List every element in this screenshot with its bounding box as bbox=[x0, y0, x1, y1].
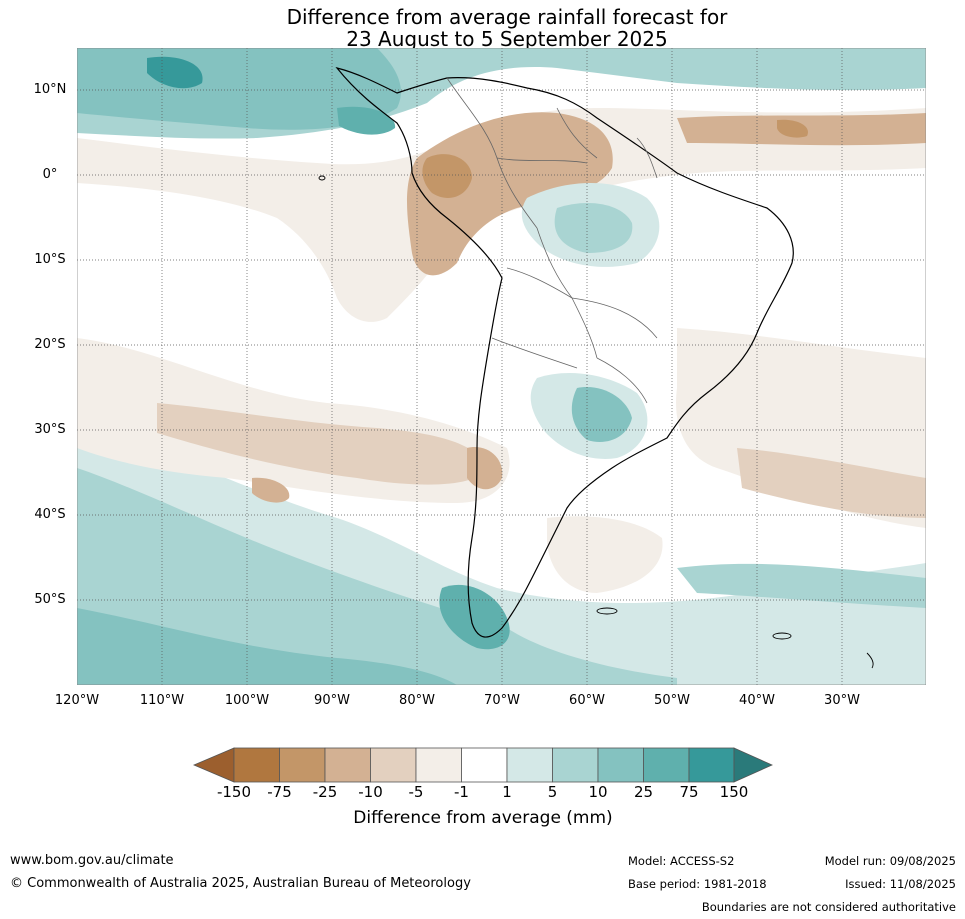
legend-tick-label: 25 bbox=[633, 783, 654, 801]
lat-label-30s: 30°S bbox=[34, 422, 66, 437]
southern-atlantic-wet-band bbox=[677, 563, 926, 608]
amazon-dry-core bbox=[407, 112, 613, 276]
legend-tick-label: -75 bbox=[267, 783, 292, 801]
country-borders bbox=[446, 77, 658, 404]
legend-swatch-9 bbox=[597, 747, 644, 783]
north-pacific-wet-spot bbox=[147, 56, 203, 89]
legend-tick-label: 5 bbox=[547, 783, 558, 801]
disclaimer-text: Boundaries are not considered authoritat… bbox=[701, 900, 956, 914]
lat-label-10s: 10°S bbox=[34, 252, 66, 267]
legend-swatch-1 bbox=[233, 747, 280, 783]
model-text: Model: ACCESS-S2 bbox=[628, 854, 735, 868]
colombia-dry-core bbox=[422, 154, 472, 198]
brazil-wet-core bbox=[554, 203, 633, 253]
rainfall-anomaly-map bbox=[77, 48, 926, 685]
lon-label-40w: 40°W bbox=[739, 693, 775, 708]
base-period-text: Base period: 1981-2018 bbox=[628, 877, 767, 891]
far-south-wet-core bbox=[77, 608, 457, 685]
legend-swatch-7 bbox=[506, 747, 553, 783]
map-title-line-1: Difference from average rainfall forecas… bbox=[286, 5, 728, 29]
lat-label-0: 0° bbox=[42, 167, 58, 182]
lon-label-70w: 70°W bbox=[484, 693, 520, 708]
legend-swatch-3 bbox=[324, 747, 371, 783]
islands bbox=[318, 175, 874, 669]
lat-label-10n: 10°N bbox=[33, 82, 67, 97]
legend-tick-label: 150 bbox=[719, 783, 749, 801]
caribbean-wet-spot bbox=[337, 106, 396, 135]
pacific-dry-spot bbox=[252, 477, 290, 503]
lat-label-40s: 40°S bbox=[34, 507, 66, 522]
uruguay-wet-core bbox=[571, 387, 632, 442]
legend-swatch-10 bbox=[643, 747, 690, 783]
argentine-dry-region bbox=[547, 516, 663, 593]
lat-label-50s: 50°S bbox=[34, 592, 66, 607]
legend-swatch-4 bbox=[370, 747, 417, 783]
map-title-line-2: 23 August to 5 September 2025 bbox=[346, 27, 668, 51]
lon-label-60w: 60°W bbox=[569, 693, 605, 708]
legend-label: Difference from average (mm) bbox=[353, 808, 613, 828]
legend-swatch-2 bbox=[279, 747, 326, 783]
legend-tick-label: 10 bbox=[588, 783, 608, 801]
issued-text: Issued: 11/08/2025 bbox=[845, 877, 956, 891]
lon-label-100w: 100°W bbox=[224, 693, 270, 708]
chile-coast-dry-spot bbox=[467, 447, 503, 490]
southern-wet-core bbox=[77, 468, 677, 685]
legend-swatch-5 bbox=[415, 747, 462, 783]
legend-tick-label: -5 bbox=[408, 783, 424, 801]
lat-label-20s: 20°S bbox=[34, 337, 66, 352]
lon-label-120w: 120°W bbox=[54, 693, 100, 708]
legend-swatch-11 bbox=[688, 747, 735, 783]
equatorial-dry-band bbox=[77, 108, 926, 322]
south-america-coastline bbox=[335, 66, 794, 638]
pacific-dry-core bbox=[157, 403, 487, 485]
model-run-text: Model run: 09/08/2025 bbox=[824, 854, 956, 868]
atlantic-equatorial-dry-spot bbox=[777, 119, 808, 138]
lon-label-110w: 110°W bbox=[139, 693, 185, 708]
legend-tick-label: -10 bbox=[358, 783, 383, 801]
legend-tick-label: 1 bbox=[502, 783, 512, 801]
legend-tick-label: -150 bbox=[216, 783, 252, 801]
legend-tick-label: 75 bbox=[679, 783, 699, 801]
legend-arrow-right bbox=[733, 747, 773, 783]
copyright-text: © Commonwealth of Australia 2025, Austra… bbox=[10, 876, 471, 891]
graticule bbox=[77, 48, 926, 685]
legend-tick-label: -25 bbox=[312, 783, 338, 801]
patagonia-wet-core bbox=[439, 584, 510, 650]
lon-label-80w: 80°W bbox=[399, 693, 435, 708]
lon-label-30w: 30°W bbox=[824, 693, 860, 708]
legend-tick-label: -1 bbox=[454, 783, 469, 801]
legend-arrow-left bbox=[192, 747, 235, 783]
website-link[interactable]: www.bom.gov.au/climate bbox=[10, 853, 174, 868]
legend-swatch-6 bbox=[461, 747, 508, 783]
legend-colorbar bbox=[192, 747, 773, 783]
lon-label-90w: 90°W bbox=[314, 693, 350, 708]
legend-swatch-8 bbox=[552, 747, 599, 783]
lon-label-50w: 50°W bbox=[654, 693, 690, 708]
atlantic-dry-core bbox=[737, 448, 926, 518]
